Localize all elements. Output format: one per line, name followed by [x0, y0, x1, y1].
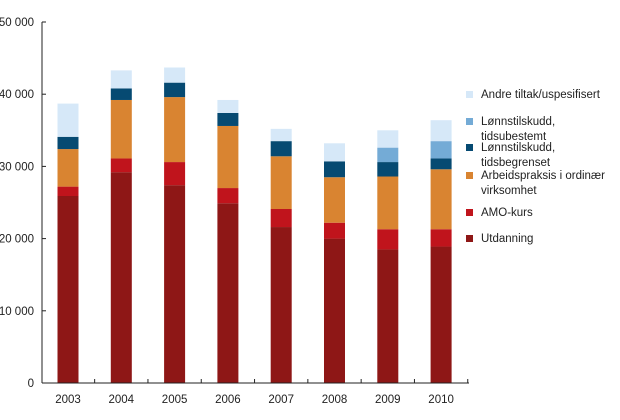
y-tick-label: 40 000 — [0, 89, 34, 101]
x-ticks: 2003 2004 2005 2006 2007 2008 2009 2010 — [55, 379, 469, 406]
bar-segment-2006-amo-kurs — [217, 188, 239, 204]
bar-segment-2003-andre-tiltak-uspesifisert — [57, 103, 79, 137]
legend-item-utdanning: Utdanning — [466, 232, 620, 247]
legend-swatch — [466, 91, 473, 98]
bar-segment-2004-andre-tiltak-uspesifisert — [110, 70, 132, 89]
x-tick-label: 2009 — [375, 394, 401, 406]
bar-segment-2005-l-nnstilskudd-tidsbegrenset — [164, 82, 186, 98]
bar-segment-2009-utdanning — [377, 249, 399, 383]
bars-layer — [57, 67, 452, 383]
x-tick-label: 2003 — [55, 394, 81, 406]
legend-swatch — [466, 172, 473, 179]
y-tick-label: 30 000 — [0, 161, 34, 173]
bar-segment-2005-utdanning — [164, 185, 186, 383]
bar-segment-2010-arbeidspraksis-i-ordin-r-virksomhet — [430, 169, 452, 230]
bar-segment-2008-arbeidspraksis-i-ordin-r-virksomhet — [324, 177, 345, 223]
legend-label: Andre tiltak/uspesifisert — [481, 89, 600, 101]
bar-segment-2009-l-nnstilskudd-tidsbegrenset — [377, 162, 399, 177]
bar-segment-2004-amo-kurs — [110, 158, 132, 173]
x-tick-label: 2004 — [109, 394, 135, 406]
bar-segment-2010-utdanning — [430, 246, 452, 383]
bar-segment-2005-arbeidspraksis-i-ordin-r-virksomhet — [164, 97, 186, 163]
bar-segment-2005-andre-tiltak-uspesifisert — [164, 67, 186, 83]
bar-segment-2009-arbeidspraksis-i-ordin-r-virksomhet — [377, 176, 399, 230]
bar-segment-2007-arbeidspraksis-i-ordin-r-virksomhet — [270, 156, 292, 209]
bar-segment-2004-utdanning — [110, 172, 132, 383]
bar-segment-2007-l-nnstilskudd-tidsbegrenset — [270, 141, 292, 157]
bar-segment-2007-andre-tiltak-uspesifisert — [270, 128, 292, 142]
legend-item-lonnstilskudd-tidsbegrenset: Lønnstilskudd, tidsbegrenset — [466, 141, 620, 171]
x-tick-label: 2006 — [215, 394, 241, 406]
y-tick-label: 10 000 — [0, 306, 34, 318]
bar-segment-2008-l-nnstilskudd-tidsbegrenset — [324, 161, 345, 178]
x-tick-label: 2010 — [428, 394, 454, 406]
bar-segment-2009-andre-tiltak-uspesifisert — [377, 130, 399, 148]
bar-segment-2006-andre-tiltak-uspesifisert — [217, 99, 239, 113]
y-tick-label: 0 — [28, 378, 34, 390]
legend-label: Utdanning — [481, 233, 534, 245]
legend-swatch — [466, 209, 473, 216]
bar-segment-2007-utdanning — [270, 227, 292, 383]
y-tick-label: 50 000 — [0, 17, 34, 29]
bar-segment-2008-utdanning — [324, 238, 345, 383]
bar-segment-2010-amo-kurs — [430, 229, 452, 247]
legend-item-arbeidspraksis: Arbeidspraksis i ordinær virksomhet — [466, 169, 620, 199]
bar-segment-2006-utdanning — [217, 203, 239, 383]
bar-segment-2003-amo-kurs — [57, 186, 79, 197]
bar-segment-2010-l-nnstilskudd-tidsubestemt — [430, 141, 452, 159]
bar-segment-2005-amo-kurs — [164, 162, 186, 186]
legend-swatch — [466, 118, 473, 125]
x-tick-label: 2008 — [322, 394, 348, 406]
bar-segment-2003-utdanning — [57, 196, 79, 383]
bar-segment-2010-andre-tiltak-uspesifisert — [430, 120, 452, 142]
legend-label: AMO-kurs — [481, 207, 533, 219]
bar-segment-2010-l-nnstilskudd-tidsbegrenset — [430, 158, 452, 170]
bar-segment-2009-amo-kurs — [377, 229, 399, 250]
y-tick-label: 20 000 — [0, 234, 34, 246]
legend-swatch — [466, 235, 473, 242]
x-tick-label: 2005 — [162, 394, 188, 406]
legend-item-lonnstilskudd-tidsubestemt: Lønnstilskudd, tidsubestemt — [466, 115, 620, 145]
bar-segment-2003-arbeidspraksis-i-ordin-r-virksomhet — [57, 149, 79, 187]
x-tick-label: 2007 — [268, 394, 294, 406]
legend-item-andre: Andre tiltak/uspesifisert — [466, 88, 620, 103]
bar-segment-2008-amo-kurs — [324, 222, 345, 239]
bar-segment-2004-arbeidspraksis-i-ordin-r-virksomhet — [110, 99, 132, 159]
axes-layer — [41, 22, 469, 384]
bar-segment-2003-l-nnstilskudd-tidsbegrenset — [57, 136, 79, 150]
bar-segment-2004-l-nnstilskudd-tidsbegrenset — [110, 88, 132, 100]
bar-segment-2007-amo-kurs — [270, 208, 292, 228]
bar-segment-2008-andre-tiltak-uspesifisert — [324, 143, 345, 162]
legend-item-amo-kurs: AMO-kurs — [466, 206, 620, 221]
legend-label: Lønnstilskudd, tidsbegrenset — [481, 142, 556, 169]
bar-segment-2009-l-nnstilskudd-tidsubestemt — [377, 147, 399, 163]
legend-label: Lønnstilskudd, tidsubestemt — [481, 116, 556, 143]
bar-segment-2006-l-nnstilskudd-tidsbegrenset — [217, 112, 239, 126]
legend-label: Arbeidspraksis i ordinær virksomhet — [481, 170, 605, 197]
bar-segment-2006-arbeidspraksis-i-ordin-r-virksomhet — [217, 125, 239, 189]
legend-swatch — [466, 144, 473, 151]
y-ticks: 0 10 000 20 000 30 000 40 000 50 000 — [0, 17, 46, 390]
